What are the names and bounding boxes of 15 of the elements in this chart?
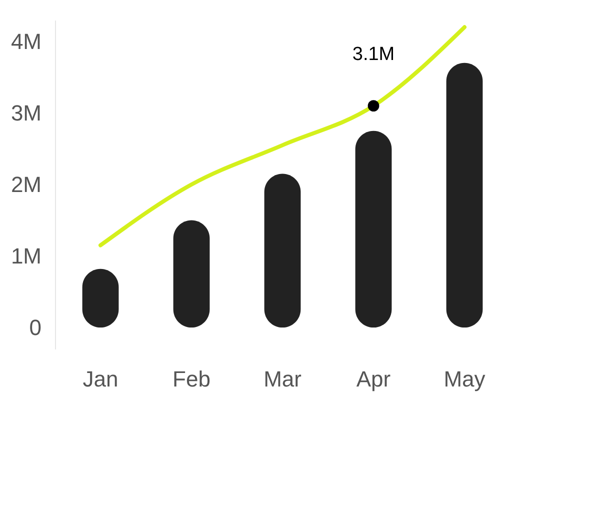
x-tick-label: Jan (82, 366, 118, 392)
y-tick-label: 3M (10, 100, 42, 126)
x-tick-label: Apr (356, 366, 391, 392)
y-tick-label: 1M (10, 244, 42, 269)
bar (446, 62, 483, 328)
annotation: 3.1M (352, 44, 395, 65)
bar (355, 130, 392, 328)
line-series (98, 25, 466, 248)
x-tick-label: Feb (172, 366, 210, 392)
bar (264, 174, 301, 328)
y-tick-label: 2M (10, 172, 42, 197)
y-tick-label: 4M (10, 28, 42, 54)
x-tick-label: Mar (264, 366, 302, 392)
y-tick-label: 0 (29, 315, 42, 340)
x-tick-label: May (444, 366, 486, 392)
